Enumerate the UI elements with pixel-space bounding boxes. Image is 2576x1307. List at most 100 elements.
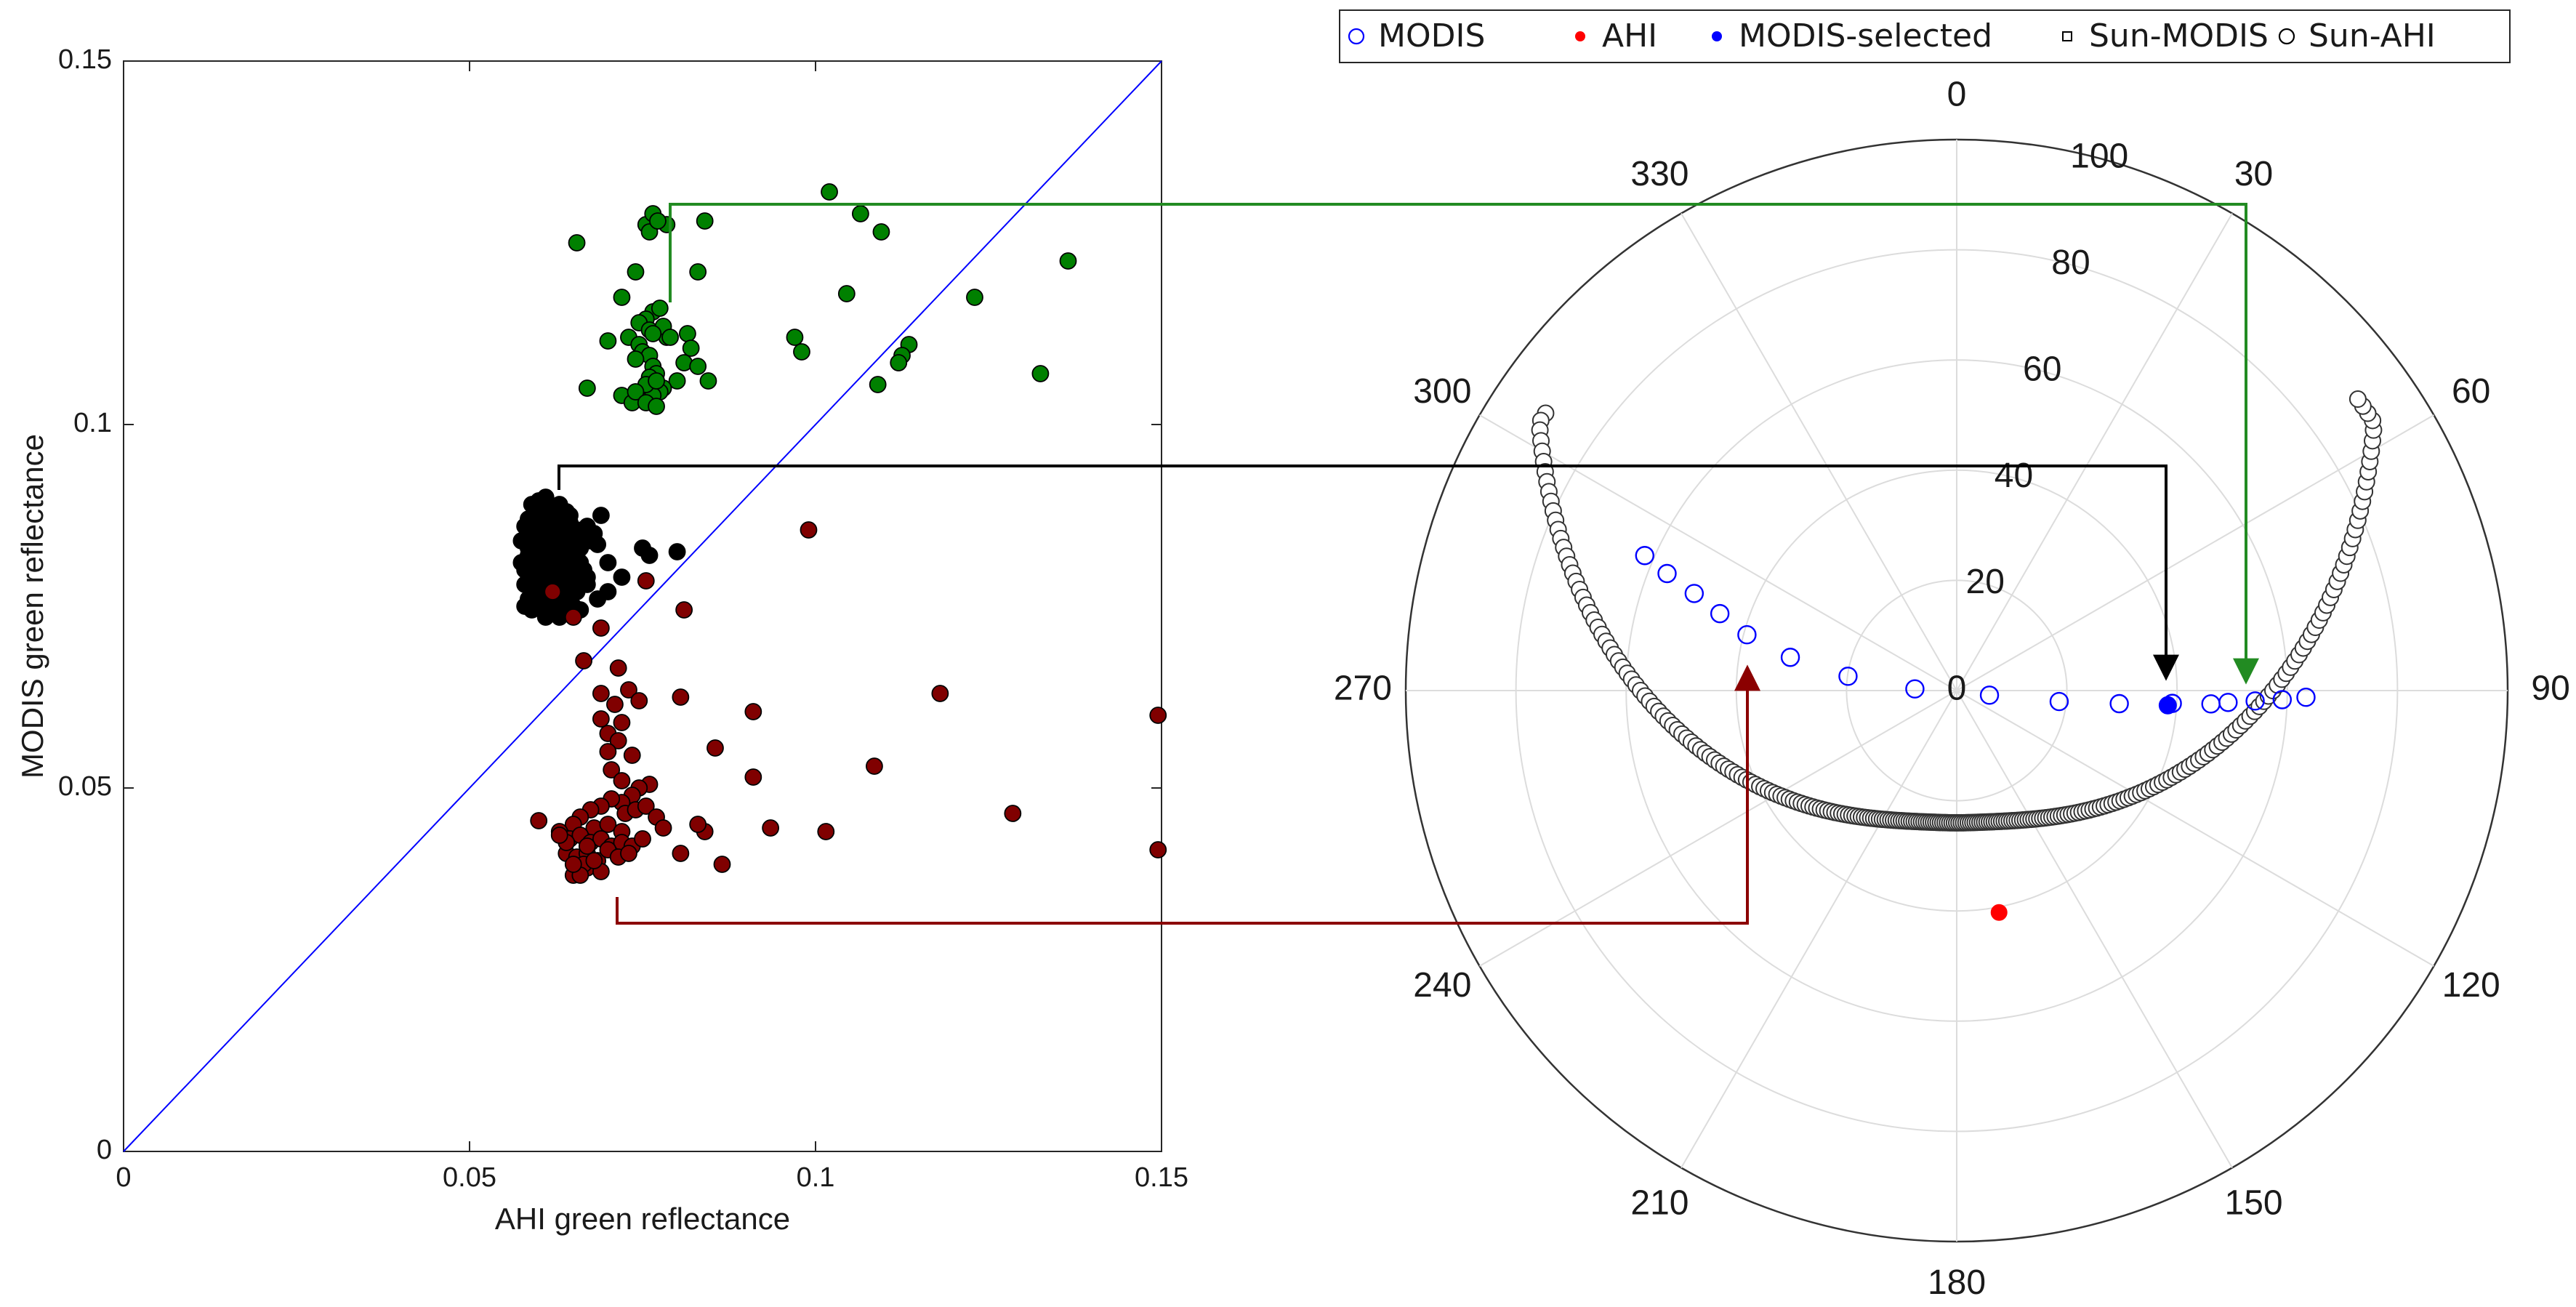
red-cluster-point <box>620 681 637 699</box>
red-cluster-point <box>637 572 655 590</box>
black-cluster-point <box>589 536 607 553</box>
red-cluster-point <box>634 830 651 848</box>
legend-marker <box>2278 28 2295 45</box>
modis-marker <box>1905 679 1925 699</box>
legend-box <box>1339 9 2511 63</box>
red-cluster-point <box>630 692 648 709</box>
red-cluster-point <box>544 583 562 600</box>
legend: MODIS AHI MODIS-selected Sun-MODIS Sun-AHI <box>1339 9 2511 63</box>
modis-marker <box>1737 625 1757 645</box>
y-axis-label: MODIS green reflectance <box>15 434 49 779</box>
red-cluster-point <box>613 714 631 731</box>
radius-label: 100 <box>2070 137 2128 176</box>
red-cluster-point <box>575 652 592 669</box>
angle-label: 180 <box>1928 1263 1986 1302</box>
red-cluster-point <box>931 685 949 702</box>
black-cluster-point <box>568 565 586 582</box>
red-cluster-point <box>762 819 780 837</box>
green-cluster-point <box>837 285 856 302</box>
green-cluster-point <box>890 354 908 371</box>
red-cluster-point <box>1149 841 1167 858</box>
red-cluster-point <box>744 768 762 786</box>
legend-label: AHI <box>1602 17 1657 55</box>
red-cluster-point <box>592 710 610 728</box>
red-cluster-point <box>866 757 883 775</box>
green-cluster-point <box>668 372 686 390</box>
angle-label: 300 <box>1413 372 1471 411</box>
green-cluster-point <box>648 398 665 415</box>
red-cluster-point <box>613 772 631 789</box>
red-cluster-point <box>672 688 690 706</box>
red-cluster-point <box>689 816 707 833</box>
black-cluster-point <box>599 554 617 571</box>
red-cluster-point <box>707 739 724 757</box>
sun-ahi-marker <box>2348 390 2367 409</box>
one-to-one-line <box>123 60 1162 1152</box>
black-cluster-point <box>640 547 659 564</box>
radius-label: 40 <box>1995 457 2033 495</box>
green-cluster-point <box>627 350 645 368</box>
green-cluster-point <box>578 379 596 397</box>
radius-label: 80 <box>2051 244 2090 282</box>
green-cluster-point <box>627 263 645 281</box>
green-cluster-point <box>644 325 662 342</box>
black-cluster-point <box>578 576 596 593</box>
angle-label: 240 <box>1413 966 1471 1005</box>
red-cluster-point <box>564 856 582 873</box>
radius-label: 0 <box>1947 669 1967 708</box>
spoke <box>1956 690 2233 1168</box>
green-cluster-point <box>966 289 983 306</box>
green-connector <box>669 203 2259 685</box>
green-cluster-point <box>689 358 707 375</box>
angle-label: 150 <box>2225 1183 2283 1222</box>
legend-label: MODIS-selected <box>1739 17 1992 55</box>
red-cluster-point <box>550 827 568 844</box>
legend-marker <box>1348 28 1365 45</box>
modis-selected-point <box>2158 696 2177 715</box>
legend-label: MODIS <box>1378 17 1485 55</box>
green-cluster-point <box>682 339 700 357</box>
spoke <box>1681 213 1957 691</box>
scatter-panel: 0 0.05 0.1 0.15 0 0.05 0.1 0.15 AHI green reflec… <box>15 44 1188 1236</box>
modis-marker <box>1979 685 2000 705</box>
green-cluster-point <box>821 183 838 201</box>
red-cluster-point <box>578 837 596 855</box>
red-cluster-point <box>585 852 603 869</box>
spoke <box>1956 690 2434 967</box>
red-cluster-point <box>1149 707 1167 724</box>
red-cluster-point <box>530 812 548 829</box>
modis-marker <box>2049 691 2069 712</box>
green-cluster-point <box>649 212 667 230</box>
red-cluster-point <box>592 685 610 702</box>
red-cluster-point <box>603 761 621 779</box>
angle-label: 210 <box>1630 1183 1689 1222</box>
red-cluster-point <box>654 819 672 837</box>
black-cluster-point <box>668 543 686 560</box>
green-cluster-point <box>689 263 707 281</box>
modis-marker <box>1635 546 1654 566</box>
black-cluster-point <box>613 568 631 586</box>
green-cluster-point <box>699 372 717 390</box>
modis-marker <box>1657 563 1677 584</box>
x-axis-label: AHI green reflectance <box>495 1202 790 1236</box>
y-tick-label: 0.15 <box>58 44 112 75</box>
ahi-point <box>1990 904 2008 921</box>
red-cluster-point <box>672 845 690 862</box>
spoke <box>1479 414 1957 691</box>
spoke <box>1479 690 1957 967</box>
angle-label: 90 <box>2531 669 2569 708</box>
green-cluster-point <box>661 329 679 346</box>
green-cluster-point <box>613 289 631 306</box>
modis-marker <box>2296 688 2316 707</box>
polar-panel: 0 30 60 90 120 150 180 210 240 270 300 330 0 20 40 60 80… <box>1334 76 2570 1302</box>
legend-label: Sun-MODIS <box>2089 17 2269 55</box>
angle-label: 30 <box>2234 155 2273 193</box>
modis-marker <box>1780 648 1800 667</box>
x-tick-label: 0 <box>116 1162 131 1193</box>
green-cluster-point <box>872 223 890 241</box>
x-tick-label: 0.1 <box>797 1162 835 1193</box>
green-cluster-point <box>793 343 810 361</box>
black-cluster-point <box>547 539 565 557</box>
red-connector <box>616 664 1760 925</box>
modis-marker <box>1838 667 1858 686</box>
